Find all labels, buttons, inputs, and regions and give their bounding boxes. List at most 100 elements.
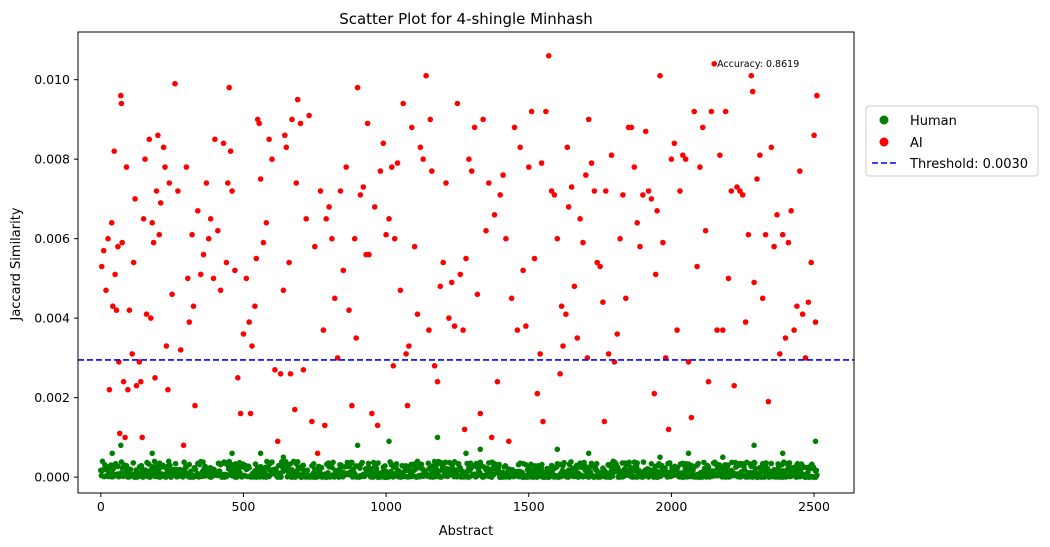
ai-point [390, 363, 397, 369]
ai-point [380, 140, 387, 147]
human-point [365, 460, 372, 467]
ai-point [437, 283, 444, 290]
ai-point [560, 343, 566, 349]
accuracy-annotation: Accuracy: 0.8619 [717, 59, 799, 70]
ai-point [374, 422, 381, 429]
human-point [257, 450, 264, 457]
human-point [192, 466, 199, 473]
ai-point [243, 275, 250, 282]
ai-point [120, 378, 127, 385]
human-point [127, 466, 134, 473]
human-series [98, 434, 820, 480]
human-point [246, 465, 252, 471]
ai-point [671, 140, 678, 147]
ai-point [759, 295, 766, 302]
ai-point [129, 351, 135, 357]
ai-point [520, 267, 526, 274]
ai-point [149, 220, 155, 226]
x-tick-label: 0 [97, 499, 105, 514]
ai-point [543, 108, 549, 115]
ai-point [229, 188, 235, 194]
ai-point [797, 168, 803, 174]
ai-point [309, 418, 315, 425]
ai-point [404, 402, 411, 409]
y-tick-label: 0.000 [34, 470, 70, 485]
ai-point [563, 311, 569, 318]
ai-point [657, 72, 663, 79]
human-point [720, 454, 726, 461]
ai-point [674, 327, 680, 333]
ai-point [722, 108, 729, 115]
ai-point [215, 227, 221, 234]
ai-point [446, 315, 452, 321]
ai-point [346, 307, 352, 314]
ai-point [115, 243, 121, 250]
y-tick-label: 0.010 [34, 72, 70, 87]
ai-point [523, 323, 529, 329]
ai-point [540, 418, 546, 425]
ai-point [293, 180, 300, 186]
ai-point [434, 378, 441, 385]
human-point [496, 461, 502, 468]
ai-point [651, 390, 658, 397]
ai-point [377, 168, 384, 174]
human-point [768, 460, 775, 467]
ai-point [169, 291, 175, 298]
ai-point [811, 132, 817, 139]
ai-point [349, 402, 355, 409]
ai-point [247, 410, 254, 417]
ai-point [597, 263, 603, 270]
ai-point [263, 220, 270, 226]
human-point [386, 438, 392, 445]
ai-point [600, 299, 606, 306]
ai-point [150, 239, 157, 246]
human-point [751, 442, 757, 449]
x-tick-label: 1000 [370, 499, 402, 514]
human-point [657, 454, 663, 461]
ai-point [805, 299, 812, 306]
ai-point [480, 116, 486, 123]
human-point [634, 460, 640, 466]
ai-point [282, 132, 288, 139]
ai-point [757, 152, 763, 158]
y-tick-label: 0.008 [34, 152, 70, 167]
ai-point [545, 53, 552, 59]
ai-point [702, 227, 709, 234]
ai-point [497, 192, 504, 198]
ai-point [249, 343, 255, 349]
ai-point [558, 303, 565, 310]
ai-point [256, 120, 263, 127]
ai-point [574, 335, 581, 341]
ai-point [682, 156, 689, 162]
ai-point [440, 259, 447, 266]
ai-point [369, 410, 375, 417]
ai-point [146, 136, 153, 143]
ai-point [360, 184, 367, 190]
human-point [779, 450, 786, 457]
plot-frame [77, 31, 855, 494]
y-tick-label: 0.002 [34, 390, 70, 405]
ai-point [808, 259, 814, 266]
ai-point [155, 132, 161, 139]
ai-point [152, 375, 158, 381]
ai-point [564, 144, 571, 151]
ai-point [177, 347, 184, 353]
ai-point [142, 156, 148, 162]
ai-point [323, 216, 330, 222]
ai-point [588, 160, 595, 166]
human-point [151, 458, 158, 465]
ai-point [660, 239, 666, 246]
ai-point [235, 375, 241, 381]
ai-point [108, 220, 115, 226]
ai-point [163, 343, 170, 349]
ai-point [138, 378, 144, 385]
legend-ai-marker [879, 137, 889, 147]
human-point [418, 461, 425, 468]
ai-point [734, 184, 740, 190]
y-tick-label: 0.006 [34, 231, 70, 246]
ai-point [180, 442, 187, 449]
ai-point [322, 422, 328, 429]
ai-point [594, 259, 600, 266]
ai-point [468, 168, 475, 174]
